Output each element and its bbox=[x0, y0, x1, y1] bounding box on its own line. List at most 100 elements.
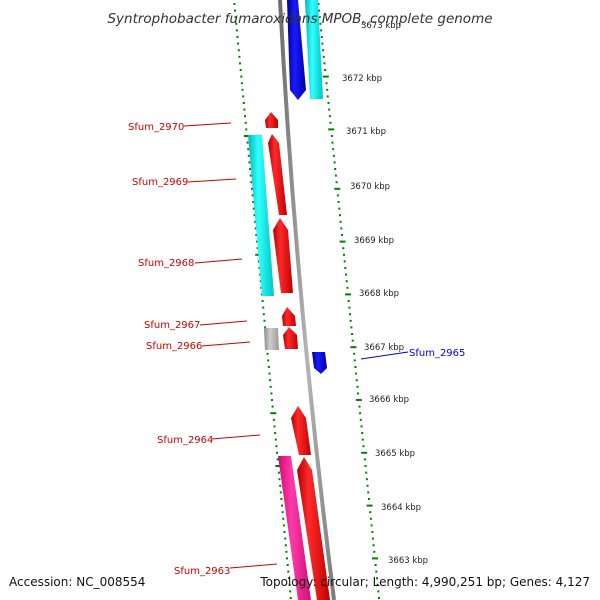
minor-tick bbox=[282, 524, 285, 527]
minor-tick bbox=[253, 214, 256, 217]
minor-tick bbox=[234, 16, 237, 19]
gene-label-sfum-2967: Sfum_2967 bbox=[144, 320, 200, 331]
minor-tick bbox=[287, 577, 290, 580]
minor-tick bbox=[269, 385, 272, 388]
minor-tick bbox=[271, 405, 274, 408]
gene-label-sfum-2965: Sfum_2965 bbox=[409, 348, 465, 359]
minor-tick bbox=[317, 3, 320, 5]
minor-tick bbox=[318, 16, 321, 19]
major-tick bbox=[361, 451, 368, 454]
minor-tick bbox=[267, 366, 270, 368]
minor-tick bbox=[273, 425, 276, 428]
topology-text: Topology: circular; Length: 4,990,251 bp… bbox=[259, 575, 590, 589]
minor-tick bbox=[266, 352, 269, 355]
minor-tick bbox=[254, 227, 257, 230]
minor-tick bbox=[258, 267, 261, 269]
major-tick bbox=[366, 504, 373, 507]
minor-tick bbox=[350, 326, 353, 329]
minor-tick bbox=[337, 201, 340, 203]
minor-tick bbox=[251, 194, 254, 197]
major-tick bbox=[243, 135, 250, 137]
minor-tick bbox=[263, 319, 266, 322]
minor-tick bbox=[240, 75, 243, 78]
minor-tick bbox=[377, 590, 380, 593]
forward-cds-feature-sfum-2966 bbox=[283, 327, 298, 349]
major-tick bbox=[322, 75, 329, 78]
minor-tick bbox=[282, 517, 285, 520]
minor-tick bbox=[328, 108, 331, 111]
minor-tick bbox=[353, 352, 356, 355]
kbp-label: 3664 kbp bbox=[381, 503, 421, 513]
minor-tick bbox=[328, 115, 331, 118]
minor-tick bbox=[257, 260, 260, 263]
minor-tick bbox=[239, 62, 241, 65]
gene-labels: Sfum_2970 Sfum_2969 Sfum_2968 Sfum_2967 … bbox=[128, 122, 465, 577]
minor-tick bbox=[378, 597, 380, 599]
minor-tick bbox=[369, 517, 372, 520]
minor-tick bbox=[341, 234, 343, 236]
minor-tick bbox=[361, 432, 364, 434]
minor-tick bbox=[288, 583, 291, 586]
minor-tick bbox=[345, 280, 348, 283]
minor-tick bbox=[343, 260, 346, 263]
minor-tick bbox=[269, 379, 272, 382]
minor-tick bbox=[324, 69, 327, 71]
minor-tick bbox=[250, 187, 253, 190]
minor-tick bbox=[339, 214, 341, 217]
minor-tick bbox=[234, 9, 236, 12]
kbp-label: 3669 kbp bbox=[354, 236, 394, 246]
gray-feature-sfum-2966 bbox=[264, 328, 279, 350]
minor-tick bbox=[325, 82, 328, 85]
minor-tick bbox=[272, 418, 275, 421]
minor-tick bbox=[335, 181, 338, 184]
minor-tick bbox=[346, 286, 349, 289]
minor-tick bbox=[275, 445, 278, 448]
left-tick-ring bbox=[233, 3, 292, 599]
minor-tick bbox=[271, 399, 273, 401]
minor-tick bbox=[259, 273, 262, 276]
minor-tick bbox=[286, 557, 288, 560]
minor-tick bbox=[250, 181, 253, 184]
gene-label-sfum-2970: Sfum_2970 bbox=[128, 122, 184, 133]
minor-tick bbox=[256, 247, 259, 250]
kbp-label: 3665 kbp bbox=[375, 449, 415, 459]
minor-tick bbox=[274, 438, 277, 441]
minor-tick bbox=[286, 564, 289, 566]
gene-label-sfum-2966: Sfum_2966 bbox=[146, 341, 202, 352]
forward-cds-feature-sfum-2963 bbox=[297, 457, 330, 600]
minor-tick bbox=[276, 451, 278, 454]
leader-line bbox=[211, 434, 261, 440]
major-tick bbox=[328, 128, 335, 131]
minor-tick bbox=[338, 207, 341, 210]
minor-tick bbox=[318, 9, 321, 12]
minor-tick bbox=[274, 432, 277, 434]
major-tick bbox=[275, 465, 282, 467]
gene-label-leaders bbox=[183, 122, 409, 569]
kbp-label: 3668 kbp bbox=[359, 289, 399, 299]
minor-tick bbox=[362, 445, 365, 448]
minor-tick bbox=[247, 148, 250, 151]
minor-tick bbox=[276, 458, 279, 461]
minor-tick bbox=[243, 108, 246, 111]
kbp-label: 3670 kbp bbox=[350, 182, 390, 192]
minor-tick bbox=[363, 458, 366, 461]
minor-tick bbox=[323, 62, 326, 65]
minor-tick bbox=[268, 372, 271, 375]
minor-tick bbox=[281, 504, 283, 507]
minor-tick bbox=[264, 326, 267, 329]
minor-tick bbox=[376, 577, 378, 580]
minor-tick bbox=[237, 42, 240, 45]
minor-tick bbox=[359, 412, 362, 415]
minor-tick bbox=[252, 207, 255, 210]
minor-tick bbox=[279, 484, 282, 487]
forward-cds-feature-sfum-2964 bbox=[291, 406, 311, 455]
minor-tick bbox=[320, 29, 323, 32]
minor-tick bbox=[233, 3, 236, 5]
minor-tick bbox=[285, 550, 288, 553]
minor-tick bbox=[370, 524, 373, 527]
minor-tick bbox=[327, 102, 330, 104]
minor-tick bbox=[321, 42, 324, 45]
map-title: Syntrophobacter fumaroxidans MPOB, compl… bbox=[107, 11, 492, 27]
minor-tick bbox=[348, 306, 351, 309]
kbp-label: 3667 kbp bbox=[364, 343, 404, 353]
